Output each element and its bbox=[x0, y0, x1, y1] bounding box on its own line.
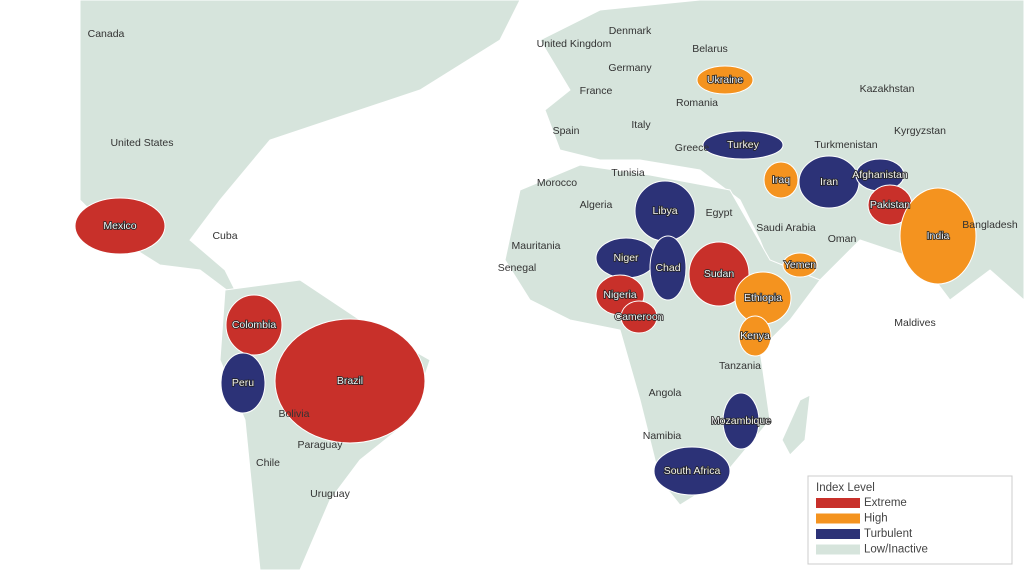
legend-swatch bbox=[816, 513, 860, 524]
country-label: Canada bbox=[88, 28, 125, 40]
country-label: Colombia bbox=[232, 319, 277, 331]
country-label: United Kingdom bbox=[537, 38, 612, 50]
country-shape bbox=[74, 197, 166, 255]
country-label: Paraguay bbox=[298, 439, 344, 451]
country-shape bbox=[763, 161, 799, 199]
legend-title: Index Level bbox=[816, 482, 875, 494]
country-label: Turkmenistan bbox=[814, 139, 877, 151]
country-label: Namibia bbox=[643, 430, 682, 442]
country-label: Kazakhstan bbox=[860, 83, 915, 95]
legend-label: Turbulent bbox=[864, 528, 913, 540]
country-shape bbox=[688, 241, 750, 307]
country-shapes bbox=[74, 65, 977, 496]
country-shape bbox=[225, 294, 283, 356]
country-label: Yemen bbox=[784, 259, 816, 271]
country-label: Ethiopia bbox=[744, 292, 782, 304]
legend-label: Extreme bbox=[864, 497, 907, 509]
country-label: France bbox=[580, 85, 613, 97]
country-label: Cameroon bbox=[614, 311, 663, 323]
country-label: Iran bbox=[820, 176, 838, 188]
country-label: Romania bbox=[676, 97, 718, 109]
country-label: Denmark bbox=[609, 25, 652, 37]
country-label: Algeria bbox=[580, 199, 613, 211]
country-shape bbox=[738, 315, 772, 357]
country-label: Nigeria bbox=[603, 289, 636, 301]
country-labels: Canada United States Mexico Cuba Colombia Per… bbox=[88, 25, 1018, 500]
country-label: Turkey bbox=[727, 139, 759, 151]
country-shape bbox=[620, 300, 658, 334]
country-shape bbox=[696, 65, 754, 95]
country-shape bbox=[220, 352, 266, 414]
country-label: Chile bbox=[256, 457, 280, 469]
country-label: Libya bbox=[652, 205, 677, 217]
country-label: Cuba bbox=[212, 230, 237, 242]
madagascar bbox=[781, 394, 811, 456]
country-label: Ukraine bbox=[707, 74, 743, 86]
legend-label: High bbox=[864, 513, 888, 525]
country-label: Niger bbox=[613, 252, 639, 264]
country-label: Peru bbox=[232, 377, 254, 389]
country-label: Tanzania bbox=[719, 360, 761, 372]
country-label: Bolivia bbox=[279, 408, 310, 420]
country-label: Mozambique bbox=[711, 415, 771, 427]
country-label: South Africa bbox=[664, 465, 721, 477]
country-label: Kyrgyzstan bbox=[894, 125, 946, 137]
country-label: Belarus bbox=[692, 43, 728, 55]
country-label: Kenya bbox=[740, 330, 770, 342]
legend: Index Level Extreme High Turbulent Low/Inac… bbox=[807, 475, 1013, 565]
country-shape bbox=[782, 252, 818, 278]
legend-swatch bbox=[816, 529, 860, 539]
country-shape bbox=[702, 130, 784, 160]
country-label: Afghanistan bbox=[852, 169, 908, 181]
country-label: Maldives bbox=[894, 317, 935, 329]
legend-swatch bbox=[816, 544, 860, 555]
legend-swatch bbox=[816, 498, 860, 508]
country-label: Uruguay bbox=[310, 488, 350, 500]
country-label: Mauritania bbox=[511, 240, 560, 252]
country-label: Angola bbox=[649, 387, 682, 399]
country-label: Tunisia bbox=[611, 167, 645, 179]
country-label: Spain bbox=[553, 125, 580, 137]
country-shape bbox=[899, 187, 977, 285]
country-label: Bangladesh bbox=[962, 219, 1018, 231]
country-label: Senegal bbox=[498, 262, 537, 274]
country-label: Iraq bbox=[772, 174, 790, 186]
north-america bbox=[79, 0, 521, 301]
country-shape bbox=[653, 446, 731, 496]
country-label: Chad bbox=[655, 262, 680, 274]
country-label: United States bbox=[110, 137, 173, 149]
country-label: Germany bbox=[608, 62, 652, 74]
country-label: Saudi Arabia bbox=[756, 222, 816, 234]
country-label: Greece bbox=[675, 142, 710, 154]
country-shape bbox=[722, 392, 760, 450]
country-label: Mexico bbox=[103, 220, 136, 232]
country-label: Egypt bbox=[706, 207, 733, 219]
legend-label: Low/Inactive bbox=[864, 544, 928, 556]
country-label: Brazil bbox=[337, 375, 363, 387]
country-label: Sudan bbox=[704, 268, 735, 280]
country-label: India bbox=[927, 230, 950, 242]
country-label: Pakistan bbox=[870, 199, 910, 211]
country-label: Morocco bbox=[537, 177, 577, 189]
country-label: Oman bbox=[828, 233, 857, 245]
country-label: Italy bbox=[631, 119, 651, 131]
country-shape bbox=[274, 318, 426, 444]
country-shape bbox=[649, 235, 687, 301]
